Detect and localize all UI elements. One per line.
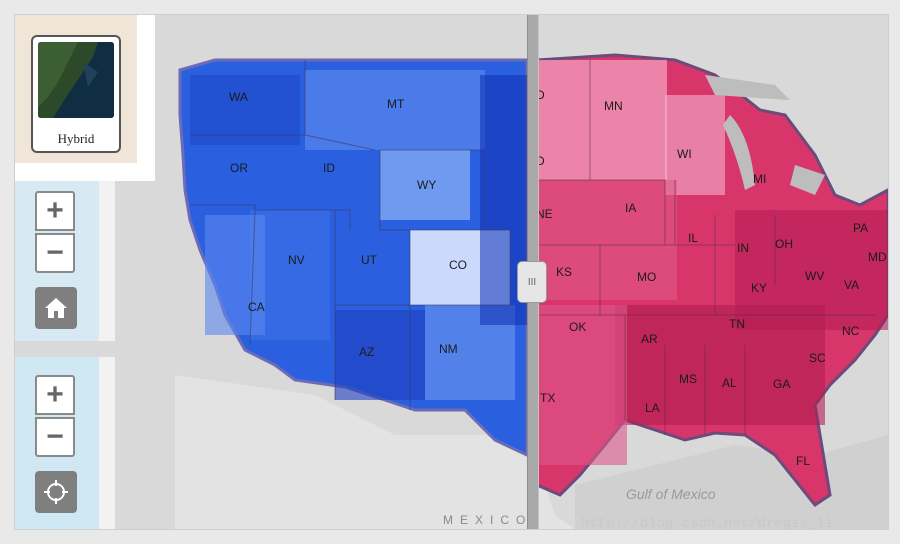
zoom-out-button[interactable]: −: [35, 233, 75, 273]
state-label: D: [536, 154, 545, 168]
state-label: ID: [323, 161, 335, 175]
zoom-out-button[interactable]: −: [35, 417, 75, 457]
locate-button[interactable]: [35, 471, 77, 513]
state-label: SC: [809, 351, 826, 365]
gulf-of-mexico-label: Gulf of Mexico: [626, 486, 716, 502]
state-label: IA: [625, 201, 636, 215]
home-button[interactable]: [35, 287, 77, 329]
state-label: GA: [773, 377, 790, 391]
red-patch: [615, 305, 825, 425]
state-label: KY: [751, 281, 767, 295]
state-label: VA: [844, 278, 859, 292]
plus-icon: +: [46, 194, 64, 227]
state-label: NE: [536, 207, 553, 221]
state-label: MI: [753, 172, 766, 186]
state-label: NC: [842, 324, 860, 338]
state-label: OR: [230, 161, 248, 175]
state-label: UT: [361, 253, 378, 267]
satellite-thumbnail: [38, 42, 114, 118]
red-state-borders: [537, 60, 875, 435]
state-label: AL: [722, 376, 737, 390]
state-label: IL: [688, 231, 698, 245]
zoom-in-button[interactable]: +: [35, 191, 75, 231]
swipe-handle[interactable]: III: [517, 261, 547, 303]
state-label: WI: [677, 147, 692, 161]
blue-patch: [335, 310, 425, 400]
basemap-toggle[interactable]: Hybrid: [31, 35, 121, 153]
state-label: MO: [637, 270, 656, 284]
basemap-label: Hybrid: [57, 131, 95, 146]
great-lakes: [790, 165, 825, 195]
grip-icon: III: [527, 276, 537, 288]
red-patch: [537, 305, 627, 465]
blue-patch: [205, 215, 265, 335]
red-patch: [537, 60, 667, 180]
state-label: WA: [229, 90, 248, 104]
state-label: IN: [737, 241, 749, 255]
map-canvas[interactable]: WA OR ID MT WY NV CA UT CO AZ NM MN WI M…: [15, 15, 888, 529]
state-label: TN: [729, 317, 745, 331]
great-lakes: [723, 115, 755, 190]
satellite-image: [38, 42, 114, 118]
watermark-text: http://blog.csdn.net/dregis_li: [581, 516, 833, 529]
mexico-label: MEXICO: [443, 513, 532, 527]
state-label: OH: [775, 237, 793, 251]
state-labels-blue: WA OR ID MT WY NV CA UT CO AZ NM: [229, 90, 467, 359]
state-label: TX: [540, 391, 555, 405]
minus-icon: −: [46, 236, 64, 269]
blue-patch: [190, 75, 300, 145]
zoom-in-button[interactable]: +: [35, 375, 75, 415]
mexico-land: [175, 375, 575, 529]
blue-state-borders: [190, 60, 511, 410]
state-label: WV: [805, 269, 824, 283]
blue-patch: [305, 70, 485, 150]
state-label: MT: [387, 97, 405, 111]
state-label: FL: [796, 454, 810, 468]
state-label: CO: [449, 258, 467, 272]
plus-icon: +: [46, 378, 64, 411]
minus-icon: −: [46, 420, 64, 453]
state-label: LA: [645, 401, 660, 415]
state-label: D: [536, 88, 545, 102]
state-label: KS: [556, 265, 572, 279]
red-patch: [665, 95, 725, 195]
state-label: NM: [439, 342, 458, 356]
state-label: NV: [288, 253, 305, 267]
state-label: WY: [417, 178, 436, 192]
state-label: PA: [853, 221, 868, 235]
state-label: MS: [679, 372, 697, 386]
red-patch: [537, 180, 677, 300]
blue-patch: [380, 150, 470, 220]
home-icon: [45, 298, 67, 318]
state-labels-red: MN WI MI IA NE IL IN OH PA MD KS MO KY W…: [536, 88, 887, 468]
great-lakes: [705, 75, 790, 100]
locate-icon: [44, 480, 68, 504]
state-label: MD: [868, 250, 887, 264]
state-label: MN: [604, 99, 623, 113]
state-label: CA: [248, 300, 265, 314]
state-label: OK: [569, 320, 586, 334]
state-label: AR: [641, 332, 658, 346]
map-frame[interactable]: WA OR ID MT WY NV CA UT CO AZ NM MN WI M…: [14, 14, 889, 530]
state-label: AZ: [359, 345, 374, 359]
